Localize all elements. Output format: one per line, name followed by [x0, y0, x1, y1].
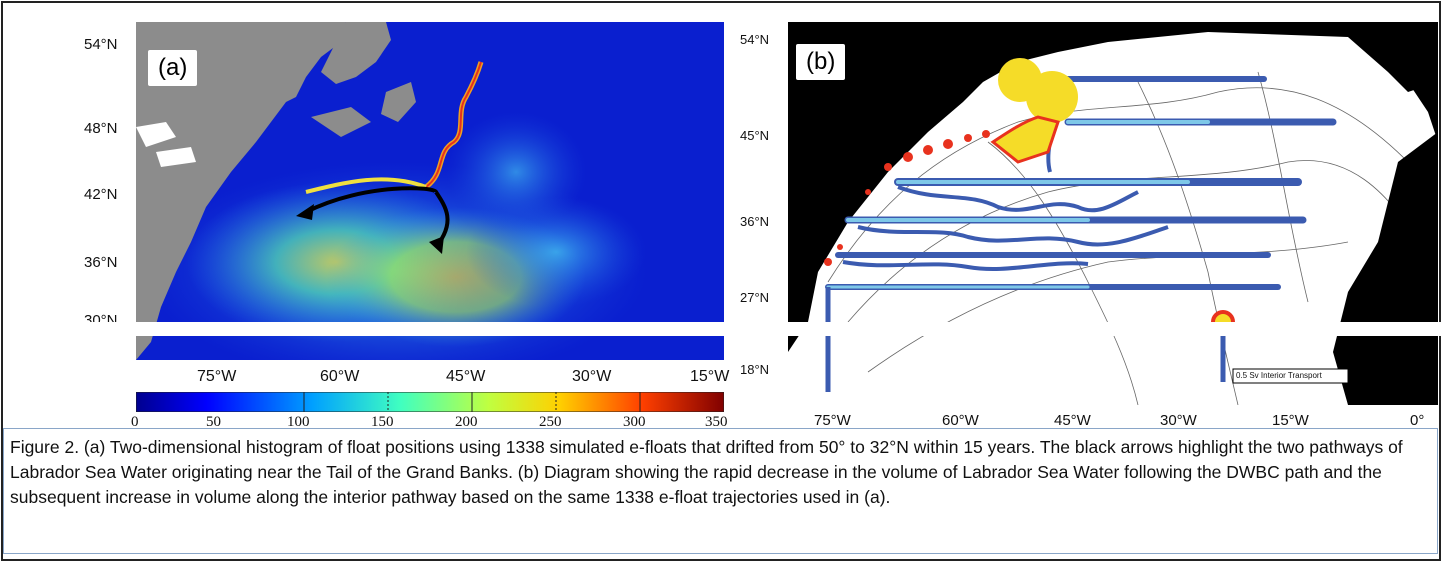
histogram-map-panel: (a) — [136, 22, 724, 360]
lon-label-a: 15°W — [690, 368, 730, 385]
colorbar-tick: 150 — [371, 414, 394, 430]
lat-label-a: 36°N — [84, 254, 118, 271]
lon-label-a: 30°W — [572, 368, 612, 385]
lat-label-b: 27°N — [740, 290, 770, 305]
colorbar-tick: 200 — [455, 414, 478, 430]
lon-label-a: 60°W — [320, 368, 360, 385]
lat-label-b: 18°N — [740, 362, 770, 377]
lat-label-a: 48°N — [84, 120, 118, 137]
panel-b-split — [782, 322, 1442, 336]
lon-label-b: 30°W — [1160, 412, 1197, 429]
transport-diagram-panel: (b) 0.5 Sv Interior Transport — [788, 22, 1438, 405]
lat-label-a: 30°N — [84, 312, 118, 322]
colorbar-tick: 50 — [206, 414, 221, 430]
histogram-map — [136, 22, 646, 360]
transport-legend: 0.5 Sv Interior Transport — [1236, 371, 1322, 380]
figure-caption: Figure 2. (a) Two-dimensional histogram … — [3, 428, 1438, 554]
lon-label-b: 60°W — [942, 412, 979, 429]
colorbar-tick: 0 — [131, 414, 139, 430]
lat-label-b: 54°N — [740, 32, 770, 47]
lat-label-a: 54°N — [84, 36, 118, 53]
transport-diagram — [788, 32, 1438, 405]
lon-label-b: 75°W — [814, 412, 851, 429]
colorbar — [136, 392, 724, 412]
colorbar-tick: 250 — [539, 414, 562, 430]
lat-label-b: 36°N — [740, 214, 770, 229]
lon-label-b: 15°W — [1272, 412, 1309, 429]
lon-label-a: 45°W — [446, 368, 486, 385]
lon-label-b: 0° — [1410, 412, 1425, 429]
colorbar-tick: 100 — [287, 414, 310, 430]
lon-label-a: 75°W — [197, 368, 237, 385]
panel-label-a: (a) — [148, 50, 198, 86]
lon-label-b: 45°W — [1054, 412, 1091, 429]
colorbar-tick: 300 — [623, 414, 646, 430]
colorbar-tick: 350 — [705, 414, 728, 430]
panel-label-b: (b) — [796, 44, 846, 80]
panel-a-split — [130, 322, 730, 336]
lat-label-b: 45°N — [740, 128, 770, 143]
lat-label-a: 42°N — [84, 186, 118, 203]
